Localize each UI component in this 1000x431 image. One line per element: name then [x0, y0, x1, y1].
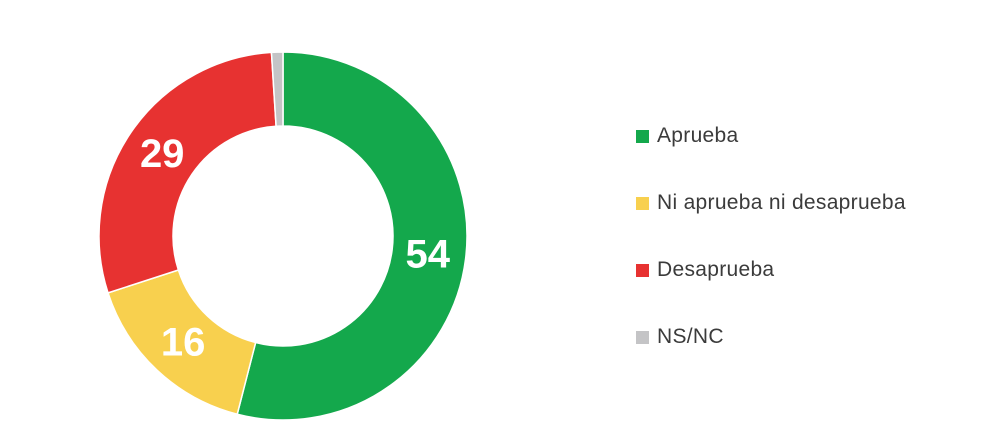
legend-label: Desaprueba	[657, 258, 775, 281]
legend-item-desaprueba: Desaprueba	[636, 258, 906, 282]
slice-value-label: 54	[406, 232, 451, 276]
legend-label: NS/NC	[657, 325, 724, 348]
legend-label: Ni aprueba ni desaprueba	[657, 191, 906, 214]
donut-slice-aprueba	[236, 51, 468, 421]
legend-swatch-yellow	[636, 196, 649, 210]
chart-legend: Aprueba Ni aprueba ni desaprueba Desapru…	[636, 124, 906, 392]
legend-swatch-red	[636, 263, 649, 277]
legend-label: Aprueba	[657, 124, 739, 147]
legend-swatch-gray	[636, 330, 649, 344]
donut-slice-desaprueba	[98, 51, 277, 294]
donut-slice-ns-nc	[270, 51, 284, 127]
legend-item-ns-nc: NS/NC	[636, 325, 906, 349]
slice-value-label: 16	[161, 320, 206, 364]
slice-value-label: 29	[140, 132, 185, 176]
legend-item-ni-aprueba-ni-desaprueba: Ni aprueba ni desaprueba	[636, 191, 906, 215]
legend-item-aprueba: Aprueba	[636, 124, 906, 148]
legend-swatch-green	[636, 129, 649, 143]
